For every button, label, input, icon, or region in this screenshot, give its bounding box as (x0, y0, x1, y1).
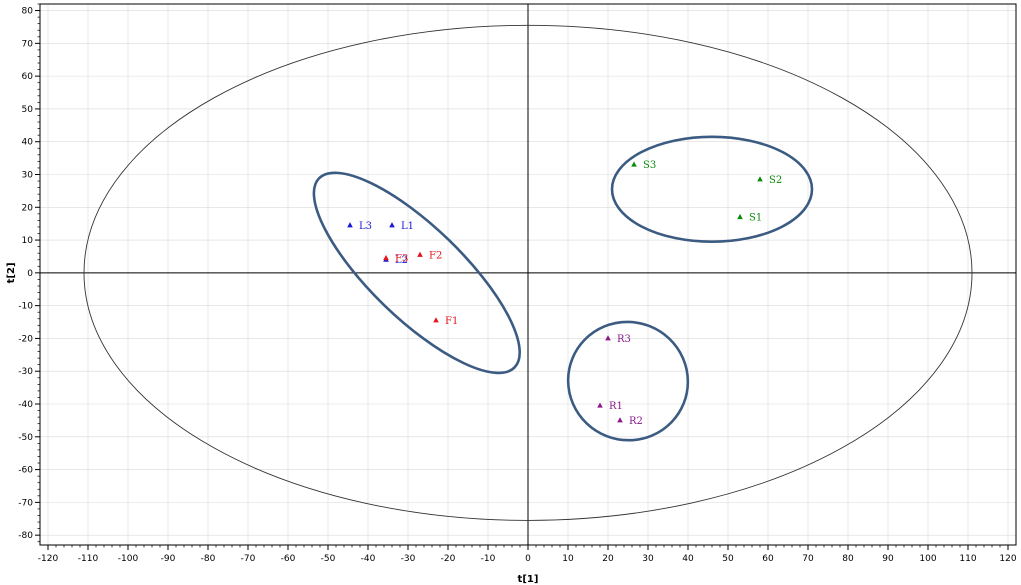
y-axis-title: t[2] (6, 262, 17, 283)
y-tick-label: 20 (22, 203, 34, 213)
x-tick-label: 80 (842, 554, 854, 564)
y-tick-label: -50 (18, 433, 33, 443)
point-marker (737, 213, 743, 220)
y-tick-label: 50 (22, 105, 34, 115)
x-tick-label: 120 (999, 554, 1016, 564)
x-tick-label: -110 (78, 554, 99, 564)
point-f2: F2 (417, 250, 442, 261)
ellipses (83, 24, 973, 521)
x-tick-label: -60 (281, 554, 296, 564)
y-tick-label: 40 (22, 138, 34, 148)
point-label: F1 (445, 316, 458, 327)
y-tick-label: -60 (18, 466, 33, 476)
point-label: S3 (643, 160, 656, 171)
point-s1: S1 (737, 213, 762, 224)
x-axis-title: t[1] (518, 574, 539, 585)
point-label: R2 (629, 416, 643, 427)
point-marker (617, 417, 623, 423)
y-tick-label: -40 (18, 400, 33, 410)
point-marker (597, 402, 603, 408)
y-tick-label: 10 (22, 236, 34, 246)
point-marker (389, 222, 395, 228)
point-s2: S2 (757, 175, 782, 186)
y-tick-label: 60 (22, 72, 34, 82)
point-label: R3 (617, 334, 631, 345)
point-label: S1 (749, 213, 762, 224)
x-tick-label: -50 (321, 554, 336, 564)
point-f1: F1 (433, 316, 458, 327)
point-label: S2 (769, 175, 782, 186)
point-l3: L3 (347, 221, 372, 232)
point-label: L1 (401, 221, 414, 232)
x-tick-label: -70 (241, 554, 256, 564)
x-tick-label: 110 (959, 554, 976, 564)
point-marker (605, 335, 611, 341)
cluster-ellipse-l-f (312, 171, 521, 375)
zero-lines (40, 4, 1016, 545)
cluster-ellipse-r (566, 320, 690, 442)
x-tick-label: 40 (682, 554, 694, 564)
x-tick-label: 70 (802, 554, 814, 564)
point-label: F2 (429, 250, 442, 261)
x-tick-label: 30 (642, 554, 654, 564)
point-label: F3 (395, 254, 408, 265)
x-tick-label: -100 (118, 554, 139, 564)
x-tick-label: -40 (361, 554, 376, 564)
point-r2: R2 (617, 416, 643, 427)
x-axis: -120 -110 -100 -90 -80 -70 -60 -50 -40 -30 -20 -10 0… (38, 545, 1017, 564)
point-l1: L1 (389, 221, 414, 232)
point-label: L2 (395, 255, 408, 266)
point-marker (347, 222, 353, 228)
x-tick-label: -120 (38, 554, 59, 564)
x-tick-label: 60 (762, 554, 774, 564)
point-marker (383, 254, 389, 261)
x-tick-label: -30 (401, 554, 416, 564)
x-tick-label: -90 (161, 554, 176, 564)
x-tick-label: -80 (201, 554, 216, 564)
confidence-ellipse (83, 24, 973, 521)
data-points: L1 L2 L3 F1 F2 F3 S1 S2 S3 R1 R2 R3 (347, 160, 782, 427)
x-tick-label: 50 (722, 554, 734, 564)
x-tick-label: -10 (481, 554, 496, 564)
point-marker (433, 317, 439, 323)
point-marker (417, 251, 423, 257)
x-tick-label: -20 (441, 554, 456, 564)
x-tick-label: 100 (919, 554, 936, 564)
x-tick-label: 90 (882, 554, 894, 564)
y-tick-label: -80 (18, 531, 33, 541)
y-tick-label: -20 (18, 334, 33, 344)
y-tick-label: 0 (27, 269, 33, 279)
y-tick-label: -70 (18, 498, 33, 508)
y-axis: 80 70 60 50 40 30 20 10 0 -10 -20 -30 -40 -50 -60 -70 -8… (18, 3, 40, 543)
point-s3: S3 (631, 160, 656, 171)
x-tick-label: 20 (602, 554, 614, 564)
x-tick-label: 0 (525, 554, 531, 564)
point-marker (631, 161, 637, 167)
y-tick-label: -30 (18, 367, 33, 377)
x-tick-label: 10 (562, 554, 574, 564)
cluster-ellipse-s (610, 135, 814, 244)
point-marker (757, 176, 763, 182)
y-tick-label: 80 (22, 7, 34, 17)
point-r3: R3 (605, 334, 631, 345)
y-tick-label: -10 (18, 302, 33, 312)
y-tick-label: 30 (22, 170, 34, 180)
y-tick-label: 70 (22, 39, 34, 49)
point-f3: F3 (383, 254, 408, 265)
point-r1: R1 (597, 401, 623, 412)
point-label: R1 (609, 401, 623, 412)
point-label: L3 (359, 221, 372, 232)
